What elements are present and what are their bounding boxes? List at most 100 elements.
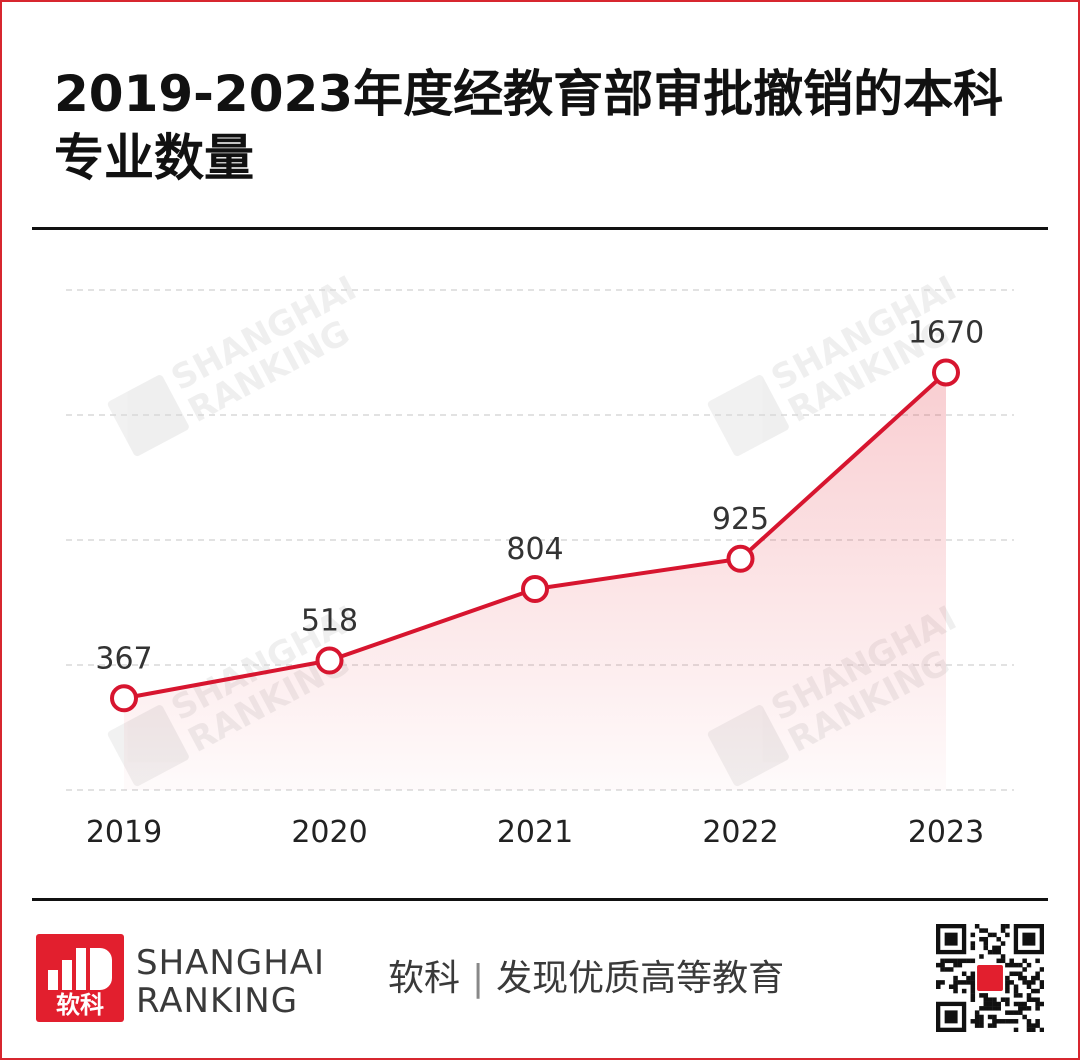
qr-module <box>948 967 954 972</box>
qr-module <box>953 975 958 981</box>
qr-module <box>992 1023 997 1028</box>
qr-module <box>987 1006 993 1011</box>
qr-module <box>970 988 976 994</box>
qr-module <box>1000 924 1006 929</box>
qr-module <box>1009 1010 1014 1015</box>
qr-module <box>983 936 989 942</box>
qr-module <box>957 962 963 968</box>
logo-text: 软科 <box>56 991 104 1019</box>
qr-module <box>979 993 984 998</box>
qr-module <box>970 932 976 938</box>
qr-module <box>1026 1027 1032 1032</box>
qr-module <box>1005 962 1010 968</box>
qr-module <box>996 945 1001 951</box>
qr-module <box>1022 958 1027 964</box>
qr-module <box>1026 962 1032 968</box>
qr-module <box>970 980 976 985</box>
qr-module <box>1018 1001 1023 1007</box>
qr-module <box>1009 980 1014 985</box>
qr-module <box>1005 988 1010 994</box>
qr-module <box>953 980 958 985</box>
qr-module <box>970 984 976 989</box>
qr-module <box>1026 1023 1032 1028</box>
qr-module <box>1031 975 1036 981</box>
qr-module <box>992 1001 997 1007</box>
slogan-separator: | <box>472 958 485 999</box>
qr-module <box>1039 984 1044 989</box>
qr-finder <box>1022 932 1036 946</box>
qr-module <box>1009 962 1014 968</box>
qr-module <box>992 1019 997 1024</box>
slogan-left: 软科 <box>388 958 461 999</box>
qr-module <box>1035 1006 1040 1011</box>
qr-module <box>970 945 976 951</box>
qr-module <box>1026 1006 1032 1011</box>
qr-module <box>974 1023 980 1028</box>
qr-module <box>1013 988 1019 994</box>
qr-module <box>1013 984 1019 989</box>
brand-line1: SHANGHAI <box>136 943 326 983</box>
qr-module <box>1031 988 1036 994</box>
qr-module <box>940 967 945 972</box>
qr-module <box>1031 997 1036 1002</box>
logo-r-icon <box>90 948 112 990</box>
qr-module <box>996 936 1001 942</box>
qr-module <box>953 962 958 968</box>
qr-module <box>944 967 950 972</box>
qr-module <box>996 1001 1001 1007</box>
qr-module <box>970 958 976 964</box>
qr-module <box>1013 962 1019 968</box>
qr-module <box>1009 1019 1014 1024</box>
data-point <box>726 544 755 573</box>
qr-module <box>996 1006 1001 1011</box>
qr-module <box>1013 993 1019 998</box>
chart-title: 2019-2023年度经教育部审批撤销的本科专业数量 <box>54 65 1004 187</box>
title-divider <box>32 227 1048 230</box>
qr-module <box>987 1023 993 1028</box>
qr-module <box>1000 997 1006 1002</box>
qr-code-icon <box>936 924 1044 1032</box>
qr-module <box>970 993 976 998</box>
qr-module <box>992 932 997 938</box>
qr-module <box>996 949 1001 955</box>
data-point <box>521 575 549 603</box>
x-tick-label: 2021 <box>497 815 573 850</box>
qr-module <box>1022 980 1027 985</box>
logo-bar-icon <box>48 970 58 990</box>
qr-module <box>936 980 941 985</box>
qr-module <box>957 980 963 985</box>
data-label: 925 <box>712 502 769 537</box>
qr-module <box>1000 941 1006 946</box>
qr-module <box>1039 967 1044 972</box>
qr-module <box>983 1006 989 1011</box>
qr-module <box>974 1019 980 1024</box>
data-label: 1670 <box>908 316 984 351</box>
qr-module <box>1005 997 1010 1002</box>
qr-module <box>948 958 954 964</box>
qr-module <box>1005 924 1010 929</box>
qr-module <box>992 1006 997 1011</box>
qr-module <box>1018 993 1023 998</box>
brand-line2: RANKING <box>136 981 299 1021</box>
qr-module <box>1026 1019 1032 1024</box>
x-tick-label: 2019 <box>86 815 162 850</box>
qr-module <box>1022 1001 1027 1007</box>
qr-module <box>987 1014 993 1020</box>
qr-module <box>1039 1001 1044 1007</box>
qr-module <box>970 971 976 977</box>
qr-module <box>996 958 1001 964</box>
qr-module <box>1005 1010 1010 1015</box>
qr-module <box>1026 997 1032 1002</box>
qr-module <box>974 1014 980 1020</box>
qr-module <box>1018 962 1023 968</box>
x-tick-label: 2022 <box>702 815 778 850</box>
qr-module <box>1031 980 1036 985</box>
qr-module <box>1000 958 1006 964</box>
qr-module <box>1026 993 1032 998</box>
data-label: 804 <box>506 532 563 567</box>
qr-module <box>1009 971 1014 977</box>
qr-module <box>1013 1001 1019 1007</box>
qr-module <box>1013 1010 1019 1015</box>
qr-module <box>1035 988 1040 994</box>
